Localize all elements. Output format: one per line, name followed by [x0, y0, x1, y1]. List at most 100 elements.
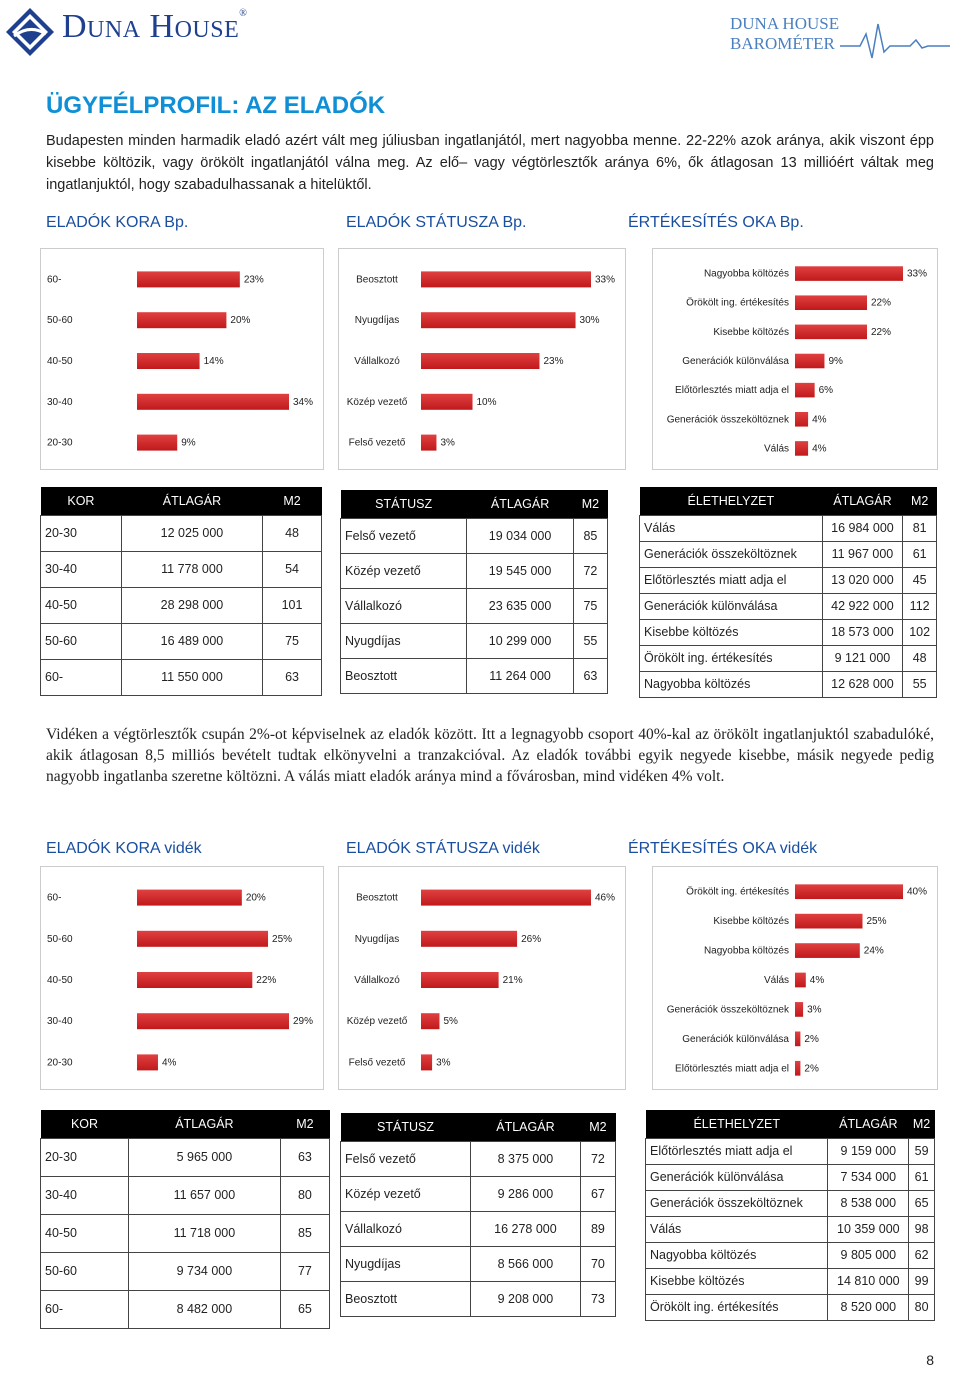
- column-header: ÉLETHELYZET: [645, 1110, 828, 1138]
- bar: [795, 441, 809, 456]
- section-title-bp-status: ELADÓK STÁTUSZA Bp.: [346, 214, 527, 231]
- table-cell: 80: [279, 1175, 331, 1215]
- table-row: Generációk összeköltöznek 11 967 000 61: [639, 540, 937, 568]
- table-cell: 20-30: [40, 514, 122, 552]
- table-cell: 9 734 000: [128, 1251, 281, 1291]
- table-cell: 99: [908, 1267, 935, 1295]
- column-header: ÉLETHELYZET: [639, 487, 823, 515]
- table-cell: Generációk különválása: [644, 1163, 829, 1191]
- table-cell: Vállalkozó: [339, 1210, 472, 1247]
- table-cell: 8 538 000: [827, 1189, 910, 1217]
- page-number: 8: [926, 1352, 934, 1368]
- table-row: Vállalkozó 16 278 000 89: [339, 1210, 617, 1247]
- category-label: 60-: [47, 274, 61, 285]
- bar: [421, 1013, 440, 1030]
- category-label: 40-50: [47, 356, 73, 367]
- table-cell: 8 566 000: [470, 1245, 581, 1282]
- table-bp-reason: ÉLETHELYZET ÁTLAGÁR M2 Válás 16 984 000 81 Gen…: [639, 487, 937, 698]
- value-label: 4%: [810, 975, 825, 986]
- table-row: 30-40 11 778 000 54: [40, 550, 322, 588]
- value-label: 2%: [804, 1063, 819, 1074]
- table-row: Generációk különválása 42 922 000 112: [639, 592, 937, 620]
- value-label: 25%: [867, 916, 887, 927]
- category-label: Generációk összeköltöznek: [667, 414, 790, 425]
- table-cell: 72: [572, 552, 609, 589]
- table-row: Generációk különválása 7 534 000 61: [644, 1163, 935, 1191]
- table-row: 30-40 11 657 000 80: [39, 1175, 331, 1215]
- value-label: 26%: [521, 934, 541, 945]
- category-label: Válás: [764, 443, 789, 454]
- bar: [421, 312, 576, 329]
- table-cell: 70: [579, 1245, 617, 1282]
- table-cell: 98: [908, 1215, 935, 1243]
- intro-paragraph: Budapesten minden harmadik eladó azért v…: [46, 133, 934, 193]
- table-cell: 63: [262, 658, 322, 696]
- category-label: Beosztott: [356, 893, 398, 904]
- category-label: Kisebbe költözés: [713, 327, 789, 338]
- bar: [795, 1002, 804, 1017]
- table-cell: Felső vezető: [339, 1140, 472, 1177]
- table-cell: 9 286 000: [470, 1175, 581, 1212]
- bar: [137, 1013, 289, 1030]
- table-row: Beosztott 9 208 000 73: [339, 1280, 617, 1317]
- column-header: STÁTUSZ: [340, 1113, 471, 1141]
- bar: [795, 295, 867, 310]
- category-label: Beosztott: [356, 274, 398, 285]
- table-cell: 112: [902, 592, 937, 620]
- value-label: 30%: [580, 315, 600, 326]
- table-row: 40-50 28 298 000 101: [40, 586, 322, 624]
- bar: [421, 353, 540, 369]
- table-header-row: ÉLETHELYZET ÁTLAGÁR M2: [645, 1110, 935, 1138]
- value-label: 9%: [828, 356, 843, 367]
- chart-v-reason: Örökölt ing. értékesítés 40% Kisebbe költö…: [652, 866, 938, 1090]
- table-cell: 63: [279, 1137, 331, 1177]
- table-cell: 11 778 000: [120, 550, 264, 588]
- table-cell: 80: [908, 1293, 935, 1321]
- table-cell: 11 967 000: [821, 540, 904, 568]
- table-cell: 75: [572, 587, 609, 624]
- bar: [795, 324, 867, 340]
- table-bp-status: STÁTUSZ ÁTLAGÁR M2 Felső vezető 19 034 000 85…: [339, 490, 609, 694]
- value-label: 21%: [503, 975, 523, 986]
- table-cell: Generációk összeköltöznek: [639, 540, 823, 568]
- value-label: 33%: [595, 274, 615, 285]
- category-label: Felső vezető: [349, 438, 406, 449]
- bar: [421, 889, 591, 906]
- table-cell: 89: [579, 1210, 617, 1247]
- page-title: ÜGYFÉLPROFIL: AZ ELADÓK: [46, 92, 386, 119]
- table-cell: 11 264 000: [466, 657, 574, 694]
- column-header: STÁTUSZ: [340, 490, 467, 518]
- bar: [795, 913, 863, 929]
- table-cell: 11 657 000: [128, 1175, 281, 1215]
- table-row: Nyugdíjas 8 566 000 70: [339, 1245, 617, 1282]
- table-row: Előtörlesztés miatt adja el 9 159 000 59: [644, 1137, 935, 1165]
- table-cell: 19 545 000: [466, 552, 574, 589]
- table-cell: 30-40: [39, 1175, 130, 1215]
- table-cell: 12 025 000: [120, 514, 264, 552]
- chart-bp-age: 60- 23% 50-60 20% 40-50 14% 30-40 34% 20-30 9%: [40, 248, 324, 470]
- table-row: Közép vezető 9 286 000 67: [339, 1175, 617, 1212]
- value-label: 22%: [871, 298, 891, 309]
- table-row: Válás 16 984 000 81: [639, 514, 937, 542]
- section-title-v-age: ELADÓK KORA vidék: [46, 840, 202, 857]
- bar: [421, 434, 437, 451]
- table-row: Kisebbe költözés 14 810 000 99: [644, 1267, 935, 1295]
- bar: [795, 266, 903, 281]
- bar: [421, 271, 591, 288]
- table-cell: 9 121 000: [821, 644, 904, 672]
- table-cell: 18 573 000: [821, 618, 904, 646]
- category-label: 20-30: [47, 438, 73, 449]
- table-cell: 55: [572, 622, 609, 659]
- column-header: M2: [908, 1110, 935, 1138]
- table-cell: 50-60: [40, 622, 122, 660]
- table-cell: 5 965 000: [128, 1137, 281, 1177]
- column-header: ÁTLAGÁR: [827, 1110, 909, 1138]
- table-cell: 45: [902, 566, 937, 594]
- table-row: Felső vezető 8 375 000 72: [339, 1140, 617, 1177]
- bar: [795, 972, 806, 988]
- table-cell: 85: [572, 517, 609, 554]
- category-label: Közép vezető: [347, 1016, 408, 1027]
- column-header: ÁTLAGÁR: [128, 1110, 281, 1138]
- table-cell: Beosztott: [339, 657, 468, 694]
- table-cell: 13 020 000: [821, 566, 904, 594]
